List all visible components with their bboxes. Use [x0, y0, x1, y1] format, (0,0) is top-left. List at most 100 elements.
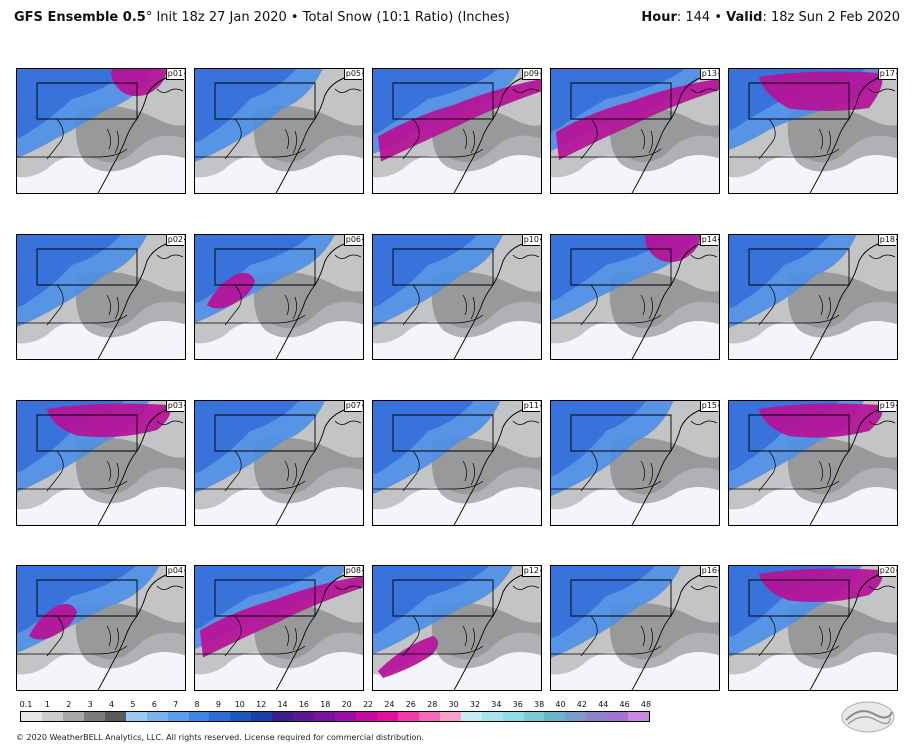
colorbar-tick-label: 3	[87, 700, 93, 709]
ensemble-member-panel: p16	[550, 565, 720, 691]
colorbar-tick-label: 22	[362, 700, 374, 709]
colorbar-swatch	[188, 712, 210, 721]
colorbar-tick-label: 46	[619, 700, 630, 709]
colorbar-tick-label: 0.1	[19, 700, 33, 709]
colorbar-swatch	[418, 712, 440, 721]
snowfall-map	[551, 69, 719, 193]
colorbar-tick-label: 4	[108, 700, 115, 709]
valid-time: Hour: 144 • Valid: 18z Sun 2 Feb 2020	[641, 10, 900, 25]
snowfall-map	[373, 566, 541, 690]
colorbar-tick-label: 40	[555, 700, 566, 709]
snowfall-map	[17, 401, 185, 525]
snowfall-map	[195, 69, 363, 193]
ensemble-member-panel: p04	[16, 565, 186, 691]
member-label: p13	[699, 69, 718, 80]
snowfall-map	[373, 235, 541, 359]
ensemble-member-panel: p10	[372, 234, 542, 360]
member-label: p18	[877, 235, 896, 246]
member-label: p10	[521, 235, 540, 246]
colorbar-swatch	[83, 712, 105, 721]
member-label: p08	[343, 566, 362, 577]
member-label: p02	[165, 235, 184, 246]
colorbar: 0.1 1 2 3 4 5 6 7 8 9 10 12 14 16 18 20 22 24 26 28 30 32 34 36…	[16, 700, 652, 722]
member-label: p11	[521, 401, 540, 412]
snowfall-map	[729, 69, 897, 193]
ensemble-member-panel: p12	[372, 565, 542, 691]
member-label: p06	[343, 235, 362, 246]
member-label: p15	[699, 401, 718, 412]
snowfall-map	[195, 235, 363, 359]
colorbar-tick-label: 24	[384, 700, 395, 709]
colorbar-swatch	[356, 712, 377, 721]
header: GFS Ensemble 0.5° Init 18z 27 Jan 2020 •…	[0, 0, 914, 40]
colorbar-swatch	[628, 712, 650, 721]
colorbar-tick-label: 28	[427, 700, 438, 709]
ensemble-member-panel: p14	[550, 234, 720, 360]
member-label: p07	[343, 401, 362, 412]
colorbar-swatch	[502, 712, 524, 721]
colorbar-tick-label: 9	[215, 700, 221, 709]
ensemble-member-panel: p09	[372, 68, 542, 194]
member-label: p17	[877, 69, 896, 80]
colorbar-swatch	[397, 712, 419, 721]
valid-label: Valid	[726, 10, 763, 25]
colorbar-tick-label: 14	[277, 700, 288, 709]
colorbar-tick-label: 32	[469, 700, 481, 709]
colorbar-tick-label: 5	[130, 700, 136, 709]
colorbar-tick-label: 48	[640, 700, 652, 709]
model-name: GFS Ensemble 0.5	[14, 10, 146, 25]
copyright-footer: © 2020 WeatherBELL Analytics, LLC. All r…	[16, 733, 424, 742]
member-label: p14	[699, 235, 718, 246]
colorbar-swatch	[376, 712, 398, 721]
member-label: p01	[165, 69, 184, 80]
snowfall-map	[551, 401, 719, 525]
ensemble-member-panel: p08	[194, 565, 364, 691]
colorbar-swatch	[251, 712, 273, 721]
colorbar-swatch	[335, 712, 356, 721]
snowfall-map	[373, 69, 541, 193]
colorbar-tick-label: 8	[194, 700, 200, 709]
snowfall-map	[195, 401, 363, 525]
ensemble-member-panel: p15	[550, 400, 720, 526]
colorbar-swatches	[20, 711, 650, 722]
colorbar-swatch	[209, 712, 231, 721]
colorbar-swatch	[41, 712, 63, 721]
colorbar-tick-label: 26	[405, 700, 416, 709]
colorbar-swatch	[146, 712, 168, 721]
colorbar-tick-label: 42	[576, 700, 587, 709]
colorbar-tick-label: 7	[173, 700, 179, 709]
colorbar-tick-label: 20	[341, 700, 352, 709]
colorbar-swatch	[62, 712, 84, 721]
snowfall-map	[17, 566, 185, 690]
colorbar-swatch	[21, 712, 42, 721]
colorbar-swatch	[125, 712, 147, 721]
colorbar-tick-label: 30	[448, 700, 459, 709]
ensemble-member-panel: p19	[728, 400, 898, 526]
colorbar-tick-label: 36	[512, 700, 523, 709]
member-label: p16	[699, 566, 718, 577]
colorbar-tick-label: 1	[44, 700, 50, 709]
colorbar-swatch	[272, 712, 294, 721]
colorbar-swatch	[104, 712, 126, 721]
colorbar-tick-label: 2	[66, 700, 72, 709]
snowfall-map	[551, 566, 719, 690]
snowfall-map	[373, 401, 541, 525]
snowfall-map	[17, 235, 185, 359]
colorbar-swatch	[586, 712, 608, 721]
map-title: GFS Ensemble 0.5° Init 18z 27 Jan 2020 •…	[14, 10, 510, 25]
colorbar-swatch	[523, 712, 545, 721]
member-label: p04	[165, 566, 184, 577]
snowfall-map	[729, 566, 897, 690]
colorbar-swatch	[439, 712, 461, 721]
member-label: p12	[521, 566, 540, 577]
ensemble-member-panel: p02	[16, 234, 186, 360]
snowfall-map	[729, 235, 897, 359]
ensemble-member-panel: p17	[728, 68, 898, 194]
colorbar-swatch	[167, 712, 189, 721]
colorbar-labels: 0.1 1 2 3 4 5 6 7 8 9 10 12 14 16 18 20 22 24 26 28 30 32 34 36…	[16, 700, 652, 711]
hour-value: : 144 •	[676, 10, 727, 25]
member-label: p05	[343, 69, 362, 80]
colorbar-swatch	[607, 712, 629, 721]
colorbar-tick-label: 34	[491, 700, 502, 709]
colorbar-swatch	[293, 712, 315, 721]
